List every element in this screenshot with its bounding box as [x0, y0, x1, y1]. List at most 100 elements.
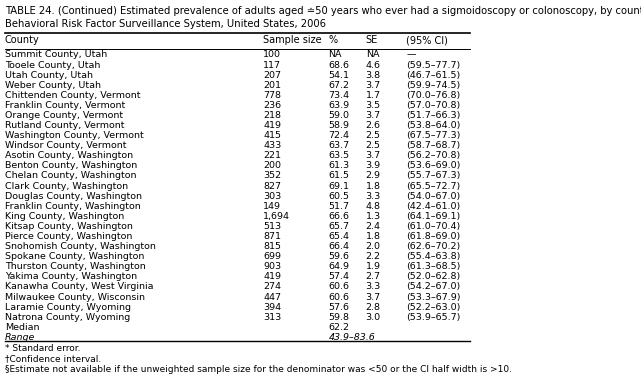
Text: (51.7–66.3): (51.7–66.3)	[406, 111, 460, 120]
Text: (62.6–70.2): (62.6–70.2)	[406, 242, 460, 251]
Text: 513: 513	[263, 222, 281, 231]
Text: (52.0–62.8): (52.0–62.8)	[406, 272, 460, 281]
Text: 394: 394	[263, 303, 281, 312]
Text: Weber County, Utah: Weber County, Utah	[4, 81, 101, 90]
Text: Benton County, Washington: Benton County, Washington	[4, 161, 137, 170]
Text: 60.5: 60.5	[328, 192, 349, 201]
Text: Franklin County, Washington: Franklin County, Washington	[4, 202, 140, 211]
Text: Rutland County, Vermont: Rutland County, Vermont	[4, 121, 124, 130]
Text: 3.3: 3.3	[365, 282, 381, 291]
Text: 2.6: 2.6	[365, 121, 381, 130]
Text: 1.8: 1.8	[365, 182, 381, 191]
Text: (58.7–68.7): (58.7–68.7)	[406, 141, 460, 150]
Text: 2.2: 2.2	[365, 252, 381, 261]
Text: SE: SE	[365, 35, 378, 45]
Text: 57.6: 57.6	[328, 303, 349, 312]
Text: Washington County, Vermont: Washington County, Vermont	[4, 131, 144, 140]
Text: (54.2–67.0): (54.2–67.0)	[406, 282, 460, 291]
Text: Spokane County, Washington: Spokane County, Washington	[4, 252, 144, 261]
Text: 218: 218	[263, 111, 281, 120]
Text: Milwaukee County, Wisconsin: Milwaukee County, Wisconsin	[4, 293, 145, 301]
Text: §Estimate not available if the unweighted sample size for the denominator was <5: §Estimate not available if the unweighte…	[4, 365, 512, 374]
Text: 3.8: 3.8	[365, 71, 381, 80]
Text: Range: Range	[4, 333, 35, 342]
Text: 4.6: 4.6	[365, 61, 381, 69]
Text: 1.9: 1.9	[365, 262, 381, 271]
Text: 3.0: 3.0	[365, 313, 381, 322]
Text: NA: NA	[328, 50, 342, 59]
Text: 73.4: 73.4	[328, 91, 349, 100]
Text: 69.1: 69.1	[328, 182, 349, 191]
Text: 903: 903	[263, 262, 281, 271]
Text: Median: Median	[4, 323, 39, 332]
Text: 201: 201	[263, 81, 281, 90]
Text: Snohomish County, Washington: Snohomish County, Washington	[4, 242, 156, 251]
Text: 415: 415	[263, 131, 281, 140]
Text: (53.8–64.0): (53.8–64.0)	[406, 121, 460, 130]
Text: Chittenden County, Vermont: Chittenden County, Vermont	[4, 91, 140, 100]
Text: (55.7–67.3): (55.7–67.3)	[406, 171, 460, 180]
Text: 274: 274	[263, 282, 281, 291]
Text: Douglas County, Washington: Douglas County, Washington	[4, 192, 142, 201]
Text: Yakima County, Washington: Yakima County, Washington	[4, 272, 137, 281]
Text: 3.7: 3.7	[365, 151, 381, 160]
Text: 149: 149	[263, 202, 281, 211]
Text: 2.4: 2.4	[365, 222, 381, 231]
Text: Orange County, Vermont: Orange County, Vermont	[4, 111, 123, 120]
Text: (64.1–69.1): (64.1–69.1)	[406, 212, 460, 221]
Text: 207: 207	[263, 71, 281, 80]
Text: (52.2–63.0): (52.2–63.0)	[406, 303, 460, 312]
Text: 433: 433	[263, 141, 281, 150]
Text: (53.9–65.7): (53.9–65.7)	[406, 313, 460, 322]
Text: (61.8–69.0): (61.8–69.0)	[406, 232, 460, 241]
Text: 2.5: 2.5	[365, 141, 381, 150]
Text: 59.0: 59.0	[328, 111, 349, 120]
Text: 303: 303	[263, 192, 281, 201]
Text: 352: 352	[263, 171, 281, 180]
Text: 1.3: 1.3	[365, 212, 381, 221]
Text: 57.4: 57.4	[328, 272, 349, 281]
Text: 59.8: 59.8	[328, 313, 349, 322]
Text: 64.9: 64.9	[328, 262, 349, 271]
Text: (65.5–72.7): (65.5–72.7)	[406, 182, 460, 191]
Text: 3.7: 3.7	[365, 293, 381, 301]
Text: (95% CI): (95% CI)	[406, 35, 448, 45]
Text: 419: 419	[263, 272, 281, 281]
Text: Tooele County, Utah: Tooele County, Utah	[4, 61, 100, 69]
Text: Franklin County, Vermont: Franklin County, Vermont	[4, 101, 125, 110]
Text: 58.9: 58.9	[328, 121, 349, 130]
Text: 1.8: 1.8	[365, 232, 381, 241]
Text: (55.4–63.8): (55.4–63.8)	[406, 252, 460, 261]
Text: 54.1: 54.1	[328, 71, 349, 80]
Text: 51.7: 51.7	[328, 202, 349, 211]
Text: Utah County, Utah: Utah County, Utah	[4, 71, 93, 80]
Text: Behavioral Risk Factor Surveillance System, United States, 2006: Behavioral Risk Factor Surveillance Syst…	[4, 19, 326, 29]
Text: Clark County, Washington: Clark County, Washington	[4, 182, 128, 191]
Text: (59.9–74.5): (59.9–74.5)	[406, 81, 460, 90]
Text: (53.3–67.9): (53.3–67.9)	[406, 293, 461, 301]
Text: 66.4: 66.4	[328, 242, 349, 251]
Text: 68.6: 68.6	[328, 61, 349, 69]
Text: 65.4: 65.4	[328, 232, 349, 241]
Text: Windsor County, Vermont: Windsor County, Vermont	[4, 141, 126, 150]
Text: 2.9: 2.9	[365, 171, 381, 180]
Text: 63.7: 63.7	[328, 141, 349, 150]
Text: TABLE 24. (Continued) Estimated prevalence of adults aged ≐50 years who ever had: TABLE 24. (Continued) Estimated prevalen…	[4, 6, 641, 16]
Text: Thurston County, Washington: Thurston County, Washington	[4, 262, 146, 271]
Text: Natrona County, Wyoming: Natrona County, Wyoming	[4, 313, 130, 322]
Text: 1,694: 1,694	[263, 212, 290, 221]
Text: 117: 117	[263, 61, 281, 69]
Text: King County, Washington: King County, Washington	[4, 212, 124, 221]
Text: 778: 778	[263, 91, 281, 100]
Text: Pierce County, Washington: Pierce County, Washington	[4, 232, 132, 241]
Text: (59.5–77.7): (59.5–77.7)	[406, 61, 460, 69]
Text: 313: 313	[263, 313, 281, 322]
Text: 699: 699	[263, 252, 281, 261]
Text: 66.6: 66.6	[328, 212, 349, 221]
Text: 3.3: 3.3	[365, 192, 381, 201]
Text: Chelan County, Washington: Chelan County, Washington	[4, 171, 137, 180]
Text: (61.0–70.4): (61.0–70.4)	[406, 222, 460, 231]
Text: Kanawha County, West Virginia: Kanawha County, West Virginia	[4, 282, 153, 291]
Text: 63.9: 63.9	[328, 101, 349, 110]
Text: (70.0–76.8): (70.0–76.8)	[406, 91, 460, 100]
